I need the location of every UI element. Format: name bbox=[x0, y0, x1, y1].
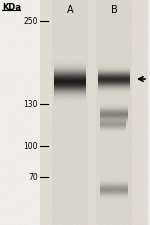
Text: 100: 100 bbox=[24, 142, 38, 151]
Text: A: A bbox=[67, 5, 73, 15]
Text: KDa: KDa bbox=[2, 3, 21, 12]
Text: 70: 70 bbox=[28, 173, 38, 182]
Text: 250: 250 bbox=[24, 17, 38, 26]
Text: 130: 130 bbox=[24, 100, 38, 109]
Text: B: B bbox=[111, 5, 117, 15]
